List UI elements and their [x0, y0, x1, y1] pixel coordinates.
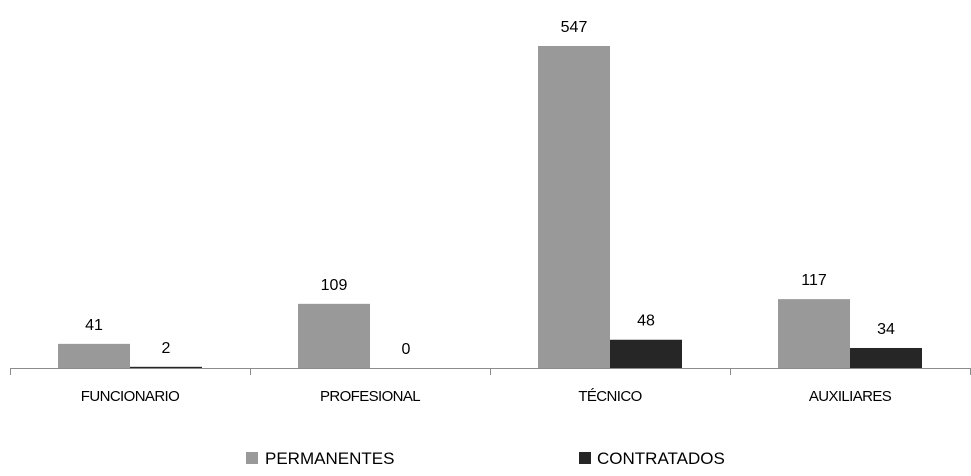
x-tick-label-profesional: PROFESIONAL	[320, 388, 420, 405]
bar-contratados-tecnico	[610, 339, 682, 368]
bar-permanentes-funcionario	[58, 343, 130, 368]
data-label-contratados-profesional: 0	[402, 341, 411, 358]
x-tick-label-auxiliares: AUXILIARES	[809, 388, 892, 405]
bar-permanentes-profesional	[298, 303, 370, 368]
legend-swatch-permanentes	[246, 452, 258, 464]
data-label-permanentes-funcionario: 41	[85, 317, 103, 334]
data-label-permanentes-profesional: 109	[321, 277, 348, 294]
x-tick-label-tecnico: TÉCNICO	[578, 388, 641, 405]
x-axis: FUNCIONARIO PROFESIONAL TÉCNICO AUXILIARES	[10, 368, 971, 405]
bar-permanentes-tecnico	[538, 46, 610, 368]
data-label-contratados-funcionario: 2	[162, 340, 171, 357]
bar-contratados-funcionario	[130, 366, 202, 368]
data-label-contratados-tecnico: 48	[637, 313, 655, 330]
data-label-contratados-auxiliares: 34	[877, 321, 895, 338]
legend-label-contratados: CONTRATADOS	[597, 449, 725, 468]
legend: PERMANENTES CONTRATADOS	[246, 449, 725, 468]
bar-permanentes-auxiliares	[778, 299, 850, 368]
bar-contratados-auxiliares	[850, 347, 922, 368]
bars-layer	[58, 46, 922, 368]
data-label-permanentes-tecnico: 547	[561, 19, 588, 36]
x-tick-label-funcionario: FUNCIONARIO	[81, 388, 179, 405]
data-label-permanentes-auxiliares: 117	[801, 272, 827, 289]
legend-swatch-contratados	[579, 452, 591, 464]
data-labels-layer: 41 2 109 0 547 48 117 34	[85, 19, 895, 358]
legend-label-permanentes: PERMANENTES	[265, 449, 394, 468]
